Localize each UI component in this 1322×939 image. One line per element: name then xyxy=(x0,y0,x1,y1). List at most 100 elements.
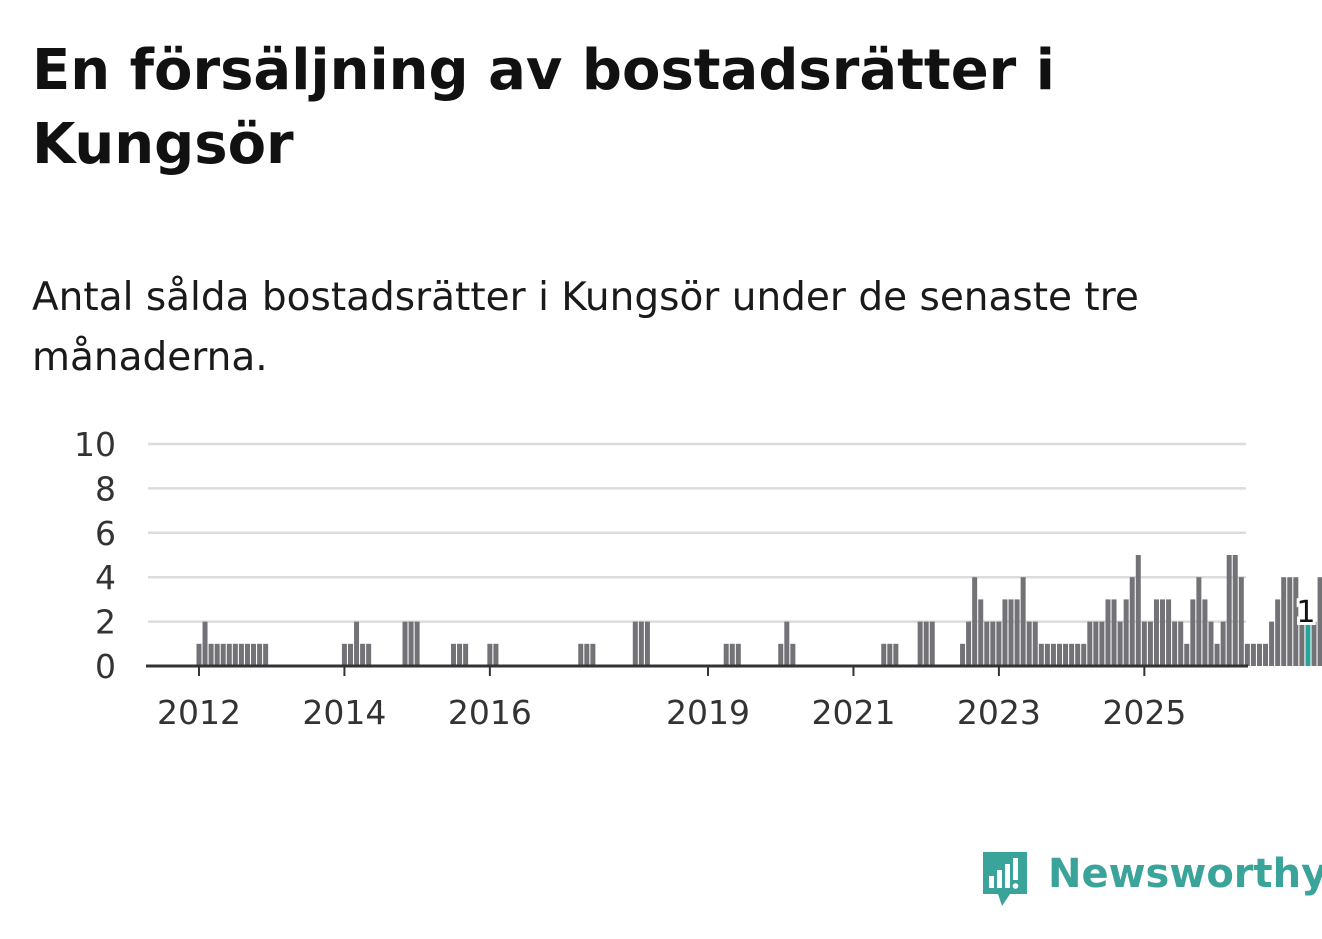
bar xyxy=(929,621,935,666)
bar xyxy=(1250,643,1256,666)
y-axis-ticks: 0 2 4 6 8 10 xyxy=(74,425,116,686)
bar xyxy=(347,643,353,666)
bar xyxy=(729,643,735,666)
bar xyxy=(1032,621,1038,666)
bar xyxy=(487,643,493,666)
x-tick-label: 2012 xyxy=(157,693,241,732)
bar xyxy=(881,643,887,666)
bars xyxy=(196,555,1322,666)
newsworthy-logo: Newsworthy xyxy=(980,848,1322,912)
bar xyxy=(1275,599,1281,666)
bar xyxy=(984,621,990,666)
bar xyxy=(354,621,360,666)
bar xyxy=(263,643,269,666)
bar xyxy=(1281,577,1287,666)
bar xyxy=(1196,577,1202,666)
bar xyxy=(1135,555,1141,666)
bar xyxy=(972,577,978,666)
bar xyxy=(584,643,590,666)
bar xyxy=(1063,643,1069,666)
bar xyxy=(1232,555,1238,666)
bar xyxy=(244,643,250,666)
bar-chart: 0 2 4 6 8 10 2012 2014 2016 2019 2021 2023 2025 1 xyxy=(74,425,1322,732)
y-tick-label: 8 xyxy=(95,469,116,508)
bar xyxy=(1190,599,1196,666)
bar xyxy=(1123,599,1129,666)
bar xyxy=(990,621,996,666)
bar xyxy=(214,643,220,666)
bar xyxy=(1099,621,1105,666)
y-tick-label: 10 xyxy=(74,425,116,464)
bar xyxy=(208,643,214,666)
bar xyxy=(1293,577,1299,666)
bar xyxy=(232,643,238,666)
bar xyxy=(402,621,408,666)
bar xyxy=(1069,643,1075,666)
bar xyxy=(978,599,984,666)
bar xyxy=(1184,643,1190,666)
brand-name: Newsworthy xyxy=(1048,851,1322,897)
bar xyxy=(923,621,929,666)
bar xyxy=(341,643,347,666)
highlighted-bar xyxy=(1305,621,1311,666)
bar xyxy=(257,643,263,666)
gridlines xyxy=(148,442,1246,623)
bar xyxy=(226,643,232,666)
bar xyxy=(632,621,638,666)
bar xyxy=(1299,621,1305,666)
bar xyxy=(457,643,463,666)
bar xyxy=(1075,643,1081,666)
bar xyxy=(1317,577,1322,666)
bar xyxy=(1044,643,1050,666)
bar xyxy=(451,643,456,666)
annotations: 1 xyxy=(1293,592,1318,633)
bar xyxy=(578,643,584,666)
bar xyxy=(590,643,596,666)
bar xyxy=(196,643,202,666)
y-tick-label: 6 xyxy=(95,514,116,553)
bar xyxy=(1214,643,1220,666)
bar xyxy=(1147,621,1153,666)
bar xyxy=(1050,643,1056,666)
x-tick-label: 2023 xyxy=(957,693,1041,732)
bar xyxy=(893,643,899,666)
bar xyxy=(1160,599,1166,666)
bar xyxy=(1026,621,1032,666)
bar xyxy=(1202,599,1208,666)
bar xyxy=(1038,643,1044,666)
bar xyxy=(238,643,244,666)
bar xyxy=(784,621,790,666)
bar xyxy=(1111,599,1117,666)
bar xyxy=(1081,643,1087,666)
bar xyxy=(360,643,366,666)
x-tick-label: 2025 xyxy=(1102,693,1186,732)
bar xyxy=(1014,599,1020,666)
bar xyxy=(1129,577,1135,666)
bar xyxy=(644,621,650,666)
bar xyxy=(1093,621,1099,666)
bar xyxy=(790,643,796,666)
x-axis-ticks: 2012 2014 2016 2019 2021 2023 2025 xyxy=(157,666,1186,732)
bar xyxy=(251,643,257,666)
x-tick-label: 2021 xyxy=(811,693,895,732)
bar xyxy=(966,621,972,666)
x-tick-label: 2014 xyxy=(302,693,386,732)
bar xyxy=(1311,621,1317,666)
bar-chart-logo-icon xyxy=(983,852,1027,906)
highlight-value-label: 1 xyxy=(1296,595,1315,630)
bar xyxy=(1269,621,1275,666)
bar xyxy=(1087,621,1093,666)
bar xyxy=(1238,577,1244,666)
bar xyxy=(1220,621,1226,666)
chart-title: En försäljning av bostadsrätter i Kungsö… xyxy=(32,38,1055,177)
bar xyxy=(1166,599,1172,666)
bar xyxy=(366,643,372,666)
bar xyxy=(778,643,784,666)
bar xyxy=(202,621,208,666)
bar xyxy=(1141,621,1147,666)
bar xyxy=(1178,621,1184,666)
bar xyxy=(960,643,966,666)
bar xyxy=(1153,599,1159,666)
bar xyxy=(414,621,420,666)
y-tick-label: 0 xyxy=(95,647,116,686)
